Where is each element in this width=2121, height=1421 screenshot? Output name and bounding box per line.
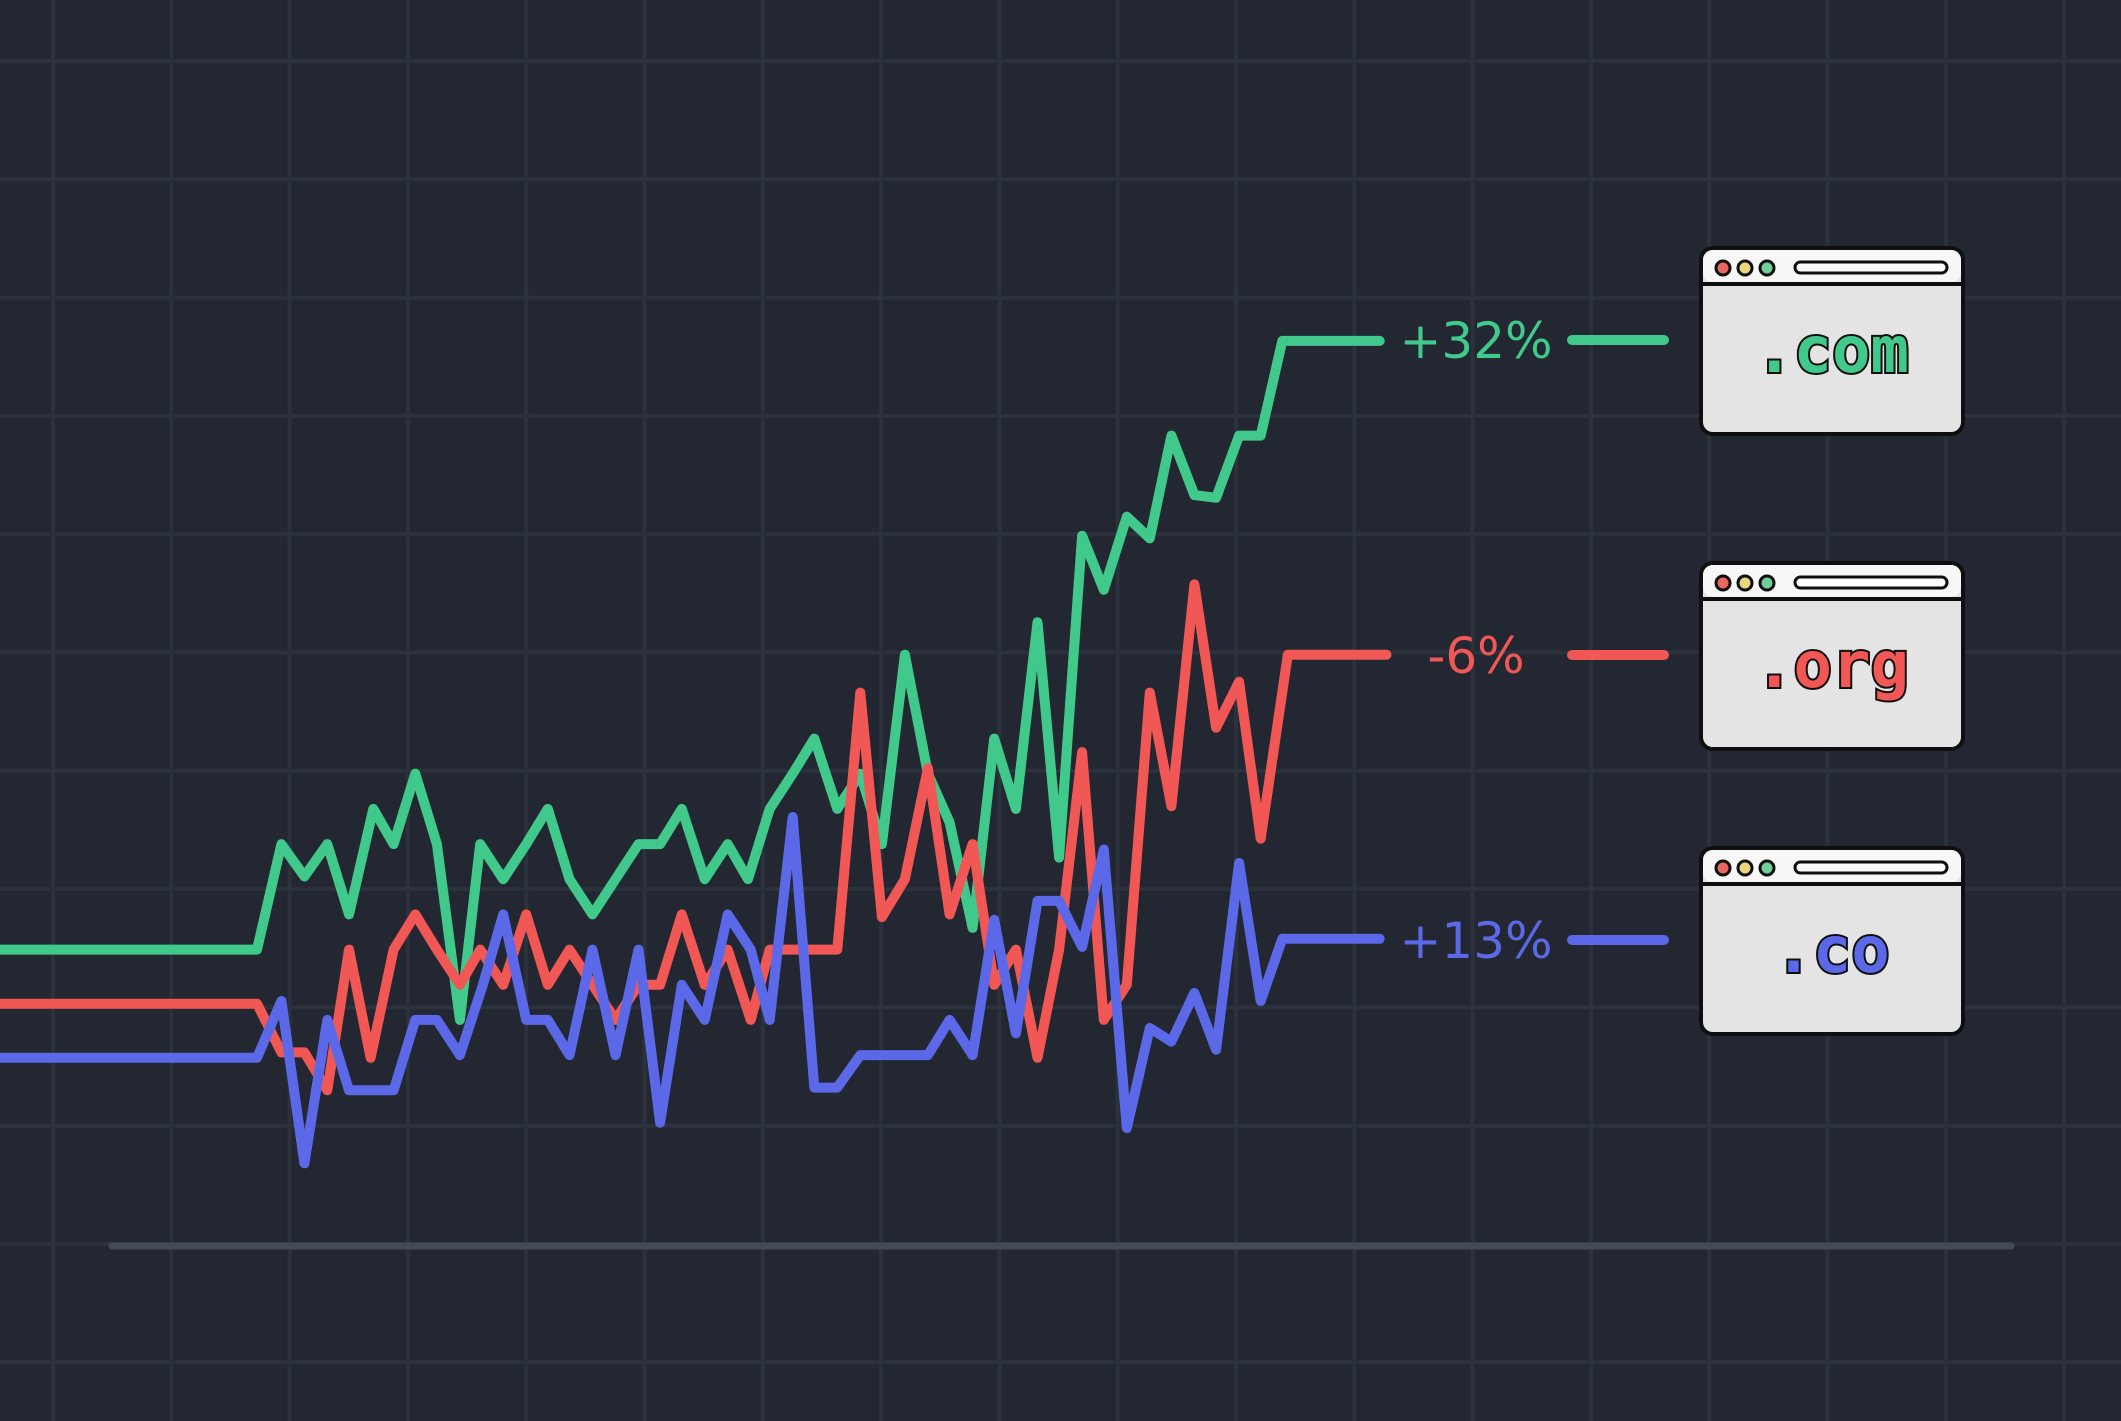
window-dot-icon xyxy=(1714,259,1732,277)
window-dot-icon xyxy=(1736,859,1754,877)
window-dot-icon xyxy=(1736,259,1754,277)
window-dot-icon xyxy=(1714,574,1732,592)
domain-label: .com xyxy=(1755,314,1909,388)
browser-window-icon: .co xyxy=(1699,846,1965,1036)
series-line xyxy=(0,335,1385,1025)
callout-group: -6% .org xyxy=(1427,561,1965,751)
series-callouts: +32% .com -6% .org +13% .co xyxy=(1399,246,1965,1036)
window-dot-icon xyxy=(1758,574,1776,592)
browser-window-icon: .com xyxy=(1699,246,1965,436)
domain-label: .org xyxy=(1755,629,1909,703)
address-bar xyxy=(1793,260,1949,275)
domain-label: .co xyxy=(1774,914,1890,988)
callout-group: +13% .co xyxy=(1399,846,1965,1036)
change-label: +32% xyxy=(1399,312,1552,370)
series-lines xyxy=(0,335,1392,1169)
window-dot-icon xyxy=(1736,574,1754,592)
change-label: +13% xyxy=(1399,912,1552,970)
address-bar xyxy=(1793,575,1949,590)
window-dot-icon xyxy=(1758,859,1776,877)
series-line xyxy=(0,579,1392,1096)
window-dot-icon xyxy=(1758,259,1776,277)
browser-window-icon: .org xyxy=(1699,561,1965,751)
change-label: -6% xyxy=(1427,627,1524,685)
window-dot-icon xyxy=(1714,859,1732,877)
callout-group: +32% .com xyxy=(1399,246,1965,436)
address-bar xyxy=(1793,860,1949,875)
series-line xyxy=(0,812,1385,1169)
